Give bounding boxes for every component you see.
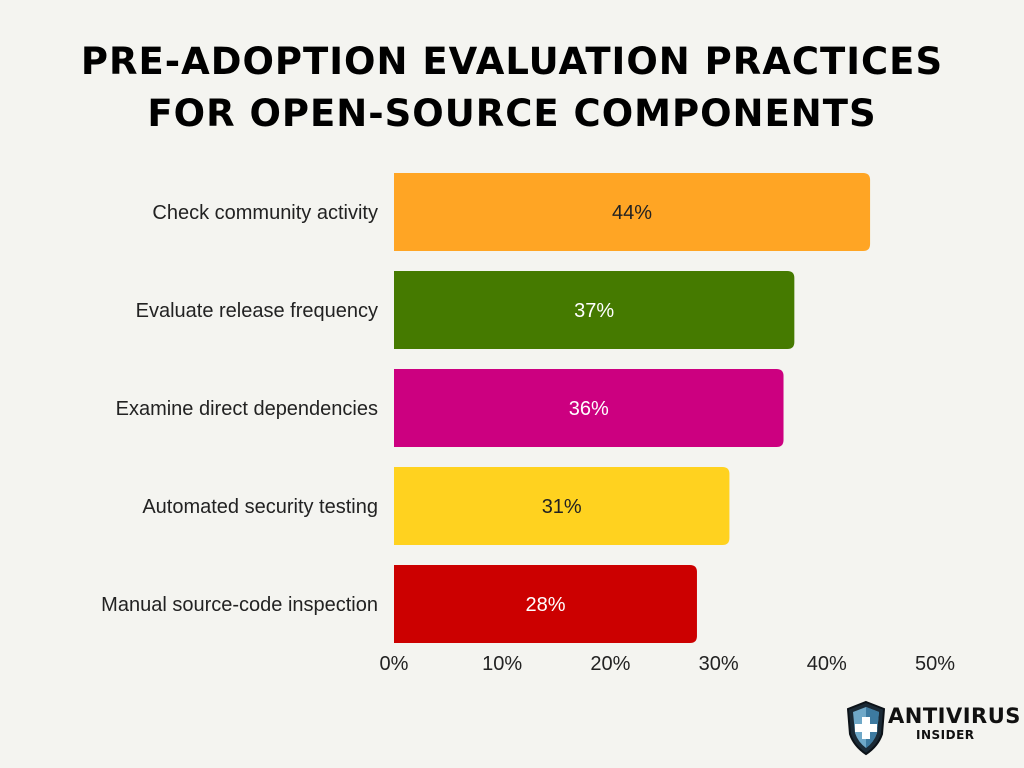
bar <box>394 565 697 643</box>
logo-text-antivirus: ANTIVIRUS <box>888 704 1021 728</box>
bar-chart: Check community activity 44% Evaluate rele… <box>101 173 955 675</box>
logo-text-insider: INSIDER <box>916 728 975 742</box>
category-label: Check community activity <box>152 202 378 224</box>
bar <box>394 173 871 251</box>
data-label: 31% <box>542 496 582 518</box>
category-label: Examine direct dependencies <box>116 398 378 420</box>
data-label: 36% <box>569 398 609 420</box>
data-label: 44% <box>612 202 652 224</box>
bar <box>394 369 784 447</box>
shield-cross-icon <box>846 700 886 756</box>
title-line-1: PRE-ADOPTION EVALUATION PRACTICES <box>80 40 944 83</box>
bar <box>394 271 795 349</box>
antivirus-insider-logo: ANTIVIRUS INSIDER <box>844 700 1020 756</box>
category-label: Evaluate release frequency <box>136 300 378 322</box>
x-tick-label: 0% <box>380 653 409 675</box>
category-label: Manual source-code inspection <box>101 594 378 616</box>
x-tick-label: 10% <box>482 653 522 675</box>
title-line-2: FOR OPEN-SOURCE COMPONENTS <box>147 92 877 135</box>
data-label: 37% <box>574 300 614 322</box>
x-tick-label: 30% <box>699 653 739 675</box>
bar <box>394 467 730 545</box>
x-tick-label: 20% <box>590 653 630 675</box>
data-label: 28% <box>525 594 565 616</box>
x-tick-label: 50% <box>915 653 955 675</box>
x-tick-label: 40% <box>807 653 847 675</box>
chart-title: PRE-ADOPTION EVALUATION PRACTICES FOR OP… <box>0 36 1024 140</box>
category-label: Automated security testing <box>142 496 378 518</box>
